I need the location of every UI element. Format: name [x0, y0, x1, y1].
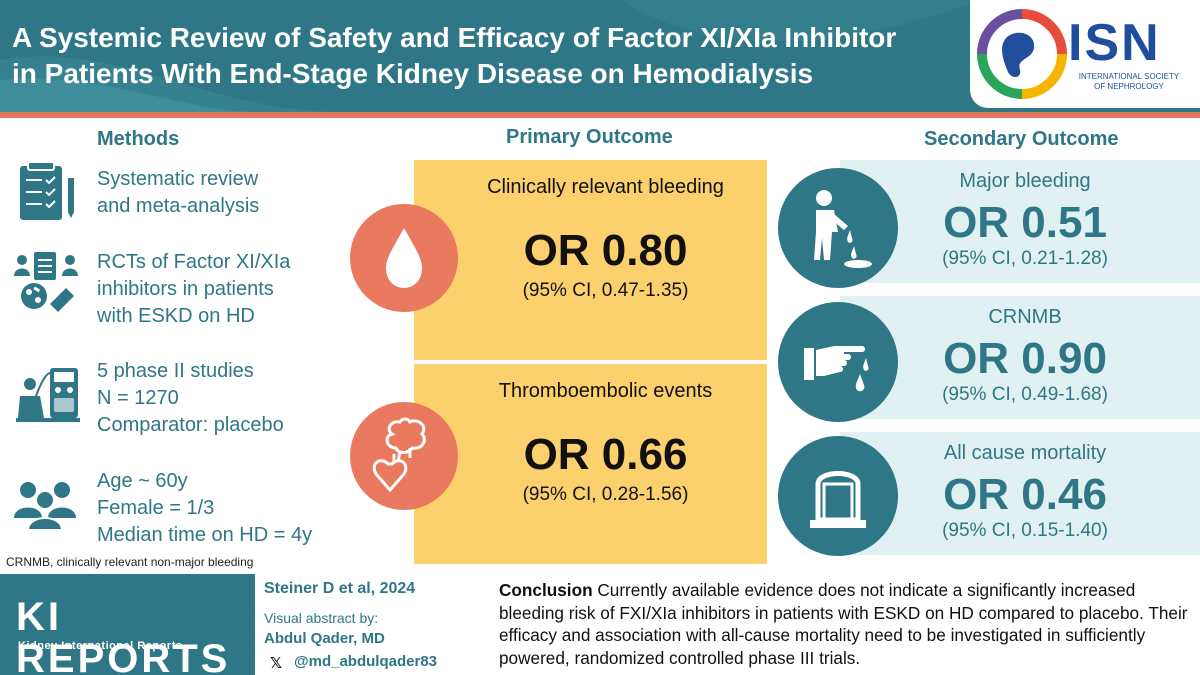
bleeding-hand-icon	[804, 346, 869, 392]
methods-rcts-text: RCTs of Factor XI/XIa inhibitors in pati…	[97, 249, 290, 330]
methods-demographics-text: Age ~ 60y Female = 1/3 Median time on HD…	[97, 468, 312, 549]
primary-bleeding-or: OR 0.80	[523, 226, 688, 275]
secondary-mortality-label: All cause mortality	[943, 442, 1107, 464]
isn-globe-icon	[977, 9, 1067, 99]
tombstone-icon	[810, 471, 866, 528]
people-icon	[14, 482, 76, 531]
ki-reports-title: KI REPORTS	[16, 595, 231, 675]
secondary-crnmb-label: CRNMB	[988, 306, 1062, 328]
brain-heart-icon	[372, 417, 426, 493]
bleeding-person-icon	[814, 190, 872, 268]
methods-studies-line-3: Comparator: placebo	[97, 414, 284, 436]
methods-demographics-line-2: Female = 1/3	[97, 497, 215, 519]
primary-thrombo-icon-circle	[350, 402, 458, 510]
methods-studies-line-2: N = 1270	[97, 387, 179, 409]
ki-reports-subtitle: Kidney International Reports	[18, 640, 183, 652]
title-line-2: in Patients With End-Stage Kidney Diseas…	[12, 58, 814, 89]
isn-sub-line-2: OF NEPHROLOGY	[1094, 82, 1164, 91]
secondary-outcome-card-crnmb: CRNMB OR 0.90 (95% CI, 0.49-1.68)	[840, 296, 1200, 419]
secondary-mortality-or: OR 0.46	[943, 470, 1107, 519]
secondary-mortality-ci: (95% CI, 0.15-1.40)	[942, 520, 1108, 541]
citation-author: Steiner D et al, 2024	[264, 580, 416, 597]
secondary-crnmb-icon-circle	[778, 302, 898, 422]
isn-logo-box: ISN INTERNATIONAL SOCIETY OF NEPHROLOGY	[970, 0, 1200, 108]
visual-abstract-author: Abdul Qader, MD	[264, 630, 385, 647]
page-title: A Systemic Review of Safety and Efficacy…	[12, 20, 962, 92]
primary-outcome-heading: Primary Outcome	[506, 126, 673, 148]
primary-thrombo-ci: (95% CI, 0.28-1.56)	[522, 484, 689, 505]
rct-icon	[14, 252, 78, 312]
primary-bleeding-label: Clinically relevant bleeding	[487, 176, 724, 198]
secondary-major-label: Major bleeding	[959, 170, 1091, 192]
secondary-crnmb-or: OR 0.90	[943, 334, 1107, 383]
methods-design-line-1: Systematic review	[97, 168, 259, 190]
methods-rcts-line-3: with ESKD on HD	[97, 305, 255, 327]
primary-thrombo-label: Thromboembolic events	[498, 380, 713, 402]
secondary-crnmb-ci: (95% CI, 0.49-1.68)	[942, 384, 1108, 405]
title-line-1: A Systemic Review of Safety and Efficacy…	[12, 22, 897, 53]
methods-studies-line-1: 5 phase II studies	[97, 360, 254, 382]
header-wave-decoration	[0, 0, 980, 112]
methods-heading: Methods	[97, 128, 180, 150]
methods-rcts-line-1: RCTs of Factor XI/XIa	[97, 251, 291, 273]
primary-thrombo-or: OR 0.66	[523, 430, 688, 479]
conclusion-paragraph: Conclusion Currently available evidence …	[499, 579, 1189, 669]
blood-drop-icon	[386, 228, 422, 288]
header-divider	[0, 112, 1200, 118]
methods-demographics-line-3: Median time on HD = 4y	[97, 524, 313, 546]
conclusion-label: Conclusion	[499, 580, 593, 600]
secondary-mortality-icon-circle	[778, 436, 898, 556]
primary-outcome-card-thrombo: Thromboembolic events OR 0.66 (95% CI, 0…	[414, 364, 767, 564]
visual-abstract-label: Visual abstract by:	[264, 610, 379, 626]
methods-design-text: Systematic review and meta-analysis	[97, 166, 259, 220]
secondary-outcome-card-major: Major bleeding OR 0.51 (95% CI, 0.21-1.2…	[840, 160, 1200, 283]
methods-rcts-line-2: inhibitors in patients	[97, 278, 274, 300]
primary-bleeding-ci: (95% CI, 0.47-1.35)	[522, 280, 689, 301]
secondary-outcome-heading: Secondary Outcome	[924, 128, 1119, 150]
header-banner: A Systemic Review of Safety and Efficacy…	[0, 0, 1200, 112]
primary-bleeding-icon-circle	[350, 204, 458, 312]
primary-outcome-card-bleeding: Clinically relevant bleeding OR 0.80 (95…	[414, 160, 767, 360]
dialysis-icon	[16, 368, 80, 422]
secondary-outcome-card-mortality: All cause mortality OR 0.46 (95% CI, 0.1…	[840, 432, 1200, 555]
conclusion-text: Currently available evidence does not in…	[499, 580, 1188, 668]
secondary-major-ci: (95% CI, 0.21-1.28)	[942, 248, 1108, 269]
secondary-major-icon-circle	[778, 168, 898, 288]
footnote: CRNMB, clinically relevant non-major ble…	[6, 555, 254, 569]
methods-studies-text: 5 phase II studies N = 1270 Comparator: …	[97, 358, 284, 439]
ki-reports-logo: KI REPORTS Kidney International Reports	[0, 574, 255, 675]
isn-sub-line-1: INTERNATIONAL SOCIETY	[1078, 72, 1180, 81]
secondary-major-or: OR 0.51	[943, 198, 1107, 247]
methods-design-line-2: and meta-analysis	[97, 195, 260, 217]
social-handle[interactable]: @md_abdulqader83	[294, 653, 437, 670]
x-logo-icon: 𝕏	[270, 655, 283, 672]
methods-demographics-line-1: Age ~ 60y	[97, 470, 188, 492]
isn-logo-subtitle: INTERNATIONAL SOCIETY OF NEPHROLOGY	[1070, 72, 1188, 92]
checklist-icon	[20, 161, 74, 220]
isn-logo-text: ISN	[1068, 14, 1161, 72]
